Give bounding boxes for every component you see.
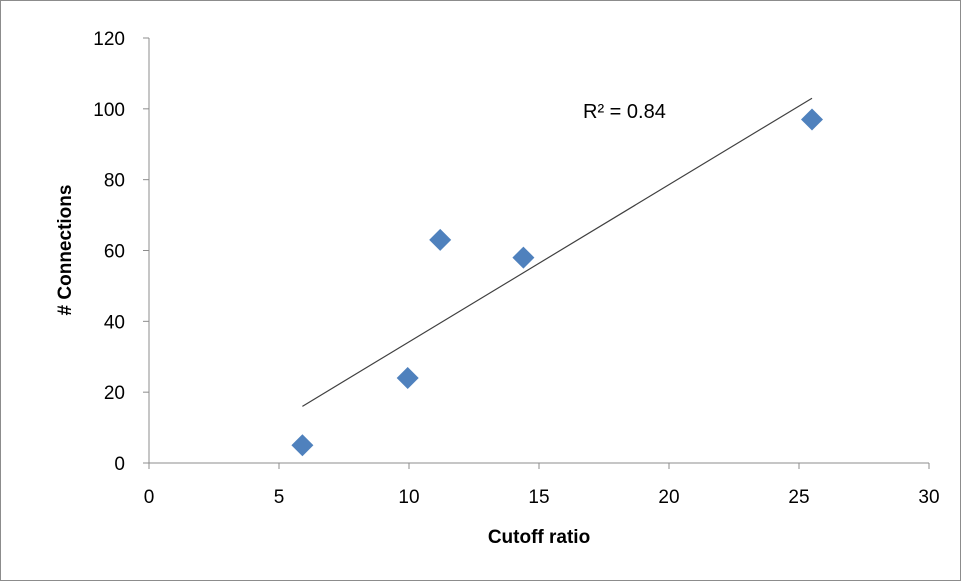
data-point	[396, 367, 419, 389]
data-points	[291, 108, 823, 457]
y-tick-label: 40	[104, 312, 125, 333]
x-tick-label: 5	[274, 487, 285, 508]
data-point	[291, 434, 314, 457]
y-tick-label: 100	[93, 100, 125, 121]
y-ticks: 0 20 40 60 80 100 120	[93, 29, 149, 475]
trendline	[302, 97, 813, 407]
x-tick-label: 20	[658, 487, 679, 508]
y-tick-label: 0	[114, 454, 125, 475]
axes	[148, 38, 929, 464]
x-ticks: 0 5 10 15 20 25 30	[144, 463, 940, 508]
r-squared-annotation: R² = 0.84	[583, 101, 666, 123]
data-point	[512, 246, 535, 269]
y-tick-label: 20	[104, 383, 125, 404]
y-tick-label: 60	[104, 242, 125, 263]
y-tick-label: 120	[93, 29, 125, 50]
x-tick-label: 25	[788, 487, 809, 508]
y-tick-label: 80	[104, 171, 125, 192]
y-axis-title: # Connections	[55, 185, 76, 316]
x-axis-title: Cutoff ratio	[488, 527, 590, 548]
data-point	[429, 228, 452, 251]
x-tick-label: 15	[528, 487, 549, 508]
trendline-group	[302, 97, 813, 407]
data-point	[801, 108, 823, 131]
x-tick-label: 0	[144, 487, 155, 508]
x-tick-label: 10	[398, 487, 419, 508]
x-tick-label: 30	[918, 487, 939, 508]
